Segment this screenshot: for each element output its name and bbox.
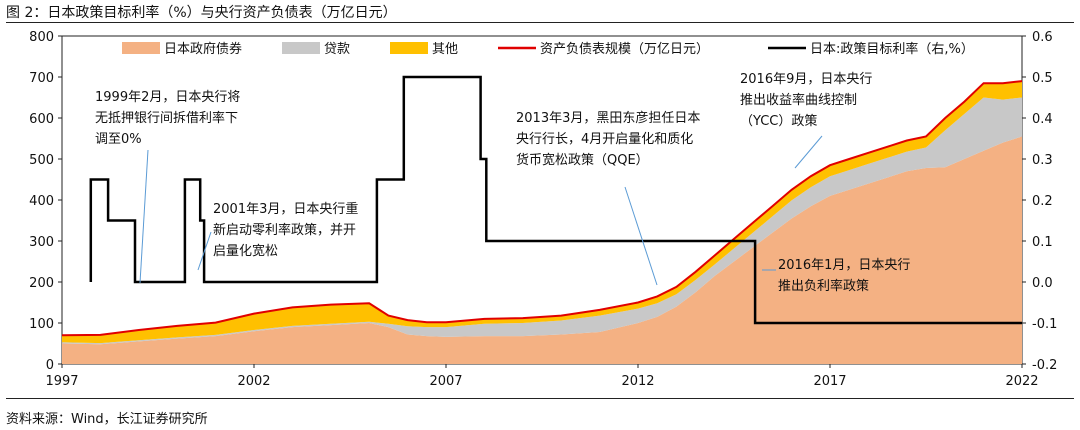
- annotation-4-line-1: 2016年9月，日本央行: [740, 72, 872, 87]
- chart-title: 图 2：日本政策目标利率（%）与央行资产负债表（万亿日元）: [6, 5, 397, 21]
- legend-loans-swatch: [282, 42, 320, 54]
- legend-gov-bonds-label: 日本政府债券: [164, 41, 242, 57]
- y-left-tick-label: 500: [29, 153, 54, 168]
- annotation-3-line-2: 央行行长，4月开启量化和质化: [516, 132, 693, 147]
- annotation-5-line-2: 推出负利率政策: [778, 278, 869, 294]
- area-gov-bonds: [62, 136, 1022, 364]
- y-left-tick-label: 100: [29, 317, 54, 332]
- source-note: 资料来源：Wind，长江证券研究所: [6, 412, 208, 427]
- annotation-2-line-2: 新启动零利率政策，并开: [213, 222, 356, 238]
- x-tick-label: 2007: [429, 374, 462, 389]
- annotation-3-line-1: 2013年3月，黑田东彦担任日本: [516, 110, 700, 126]
- y-right-tick-label: 0.6: [1032, 30, 1053, 45]
- top-rule: [6, 22, 1074, 23]
- y-left-tick-label: 200: [29, 276, 54, 291]
- annotation-1-line-3: 调至0%: [95, 132, 142, 147]
- legend-others-swatch: [390, 42, 428, 54]
- annotation-5-line-1: 2016年1月，日本央行: [778, 258, 910, 273]
- x-tick-label: 2022: [1005, 374, 1038, 389]
- annotation-1-line-1: 1999年2月，日本央行将: [95, 90, 240, 105]
- y-left-tick-label: 600: [29, 112, 54, 127]
- y-right-tick-label: -0.1: [1032, 317, 1057, 332]
- y-right-tick-label: 0.2: [1032, 194, 1053, 209]
- annotation-2-line-1: 2001年3月，日本央行重: [213, 201, 358, 217]
- annotation-3-line-3: 货币宽松政策（QQE）: [516, 152, 649, 168]
- annotation-4-leader: [794, 135, 823, 169]
- annotation-2-leader: [197, 231, 212, 271]
- legend-balance-sheet-label: 资产负债表规模（万亿日元）: [540, 42, 709, 57]
- x-tick-label: 2002: [237, 374, 270, 389]
- legend-others-label: 其他: [432, 42, 458, 57]
- y-left-tick-label: 800: [29, 30, 54, 45]
- y-left-tick-label: 400: [29, 194, 54, 209]
- annotation-1-leader: [139, 149, 149, 284]
- x-tick-label: 1997: [45, 374, 78, 389]
- x-tick-label: 2017: [813, 374, 846, 389]
- y-right-tick-label: 0.4: [1032, 112, 1053, 127]
- y-left-tick-label: 700: [29, 71, 54, 86]
- annotation-4-line-2: 推出收益率曲线控制: [740, 92, 857, 108]
- legend-loans-label: 贷款: [324, 42, 350, 57]
- y-right-tick-label: 0.3: [1032, 153, 1053, 168]
- line-balance-sheet-total: [61, 80, 1023, 337]
- y-right-tick-label: -0.2: [1032, 358, 1057, 373]
- annotation-4-line-3: （YCC）政策: [740, 113, 817, 129]
- y-right-tick-label: 0.5: [1032, 71, 1053, 86]
- y-right-tick-label: 0.1: [1032, 235, 1053, 250]
- legend-policy-rate-label: 日本:政策目标利率（右,%）: [810, 41, 974, 57]
- y-right-tick-label: 0.0: [1032, 276, 1053, 291]
- bottom-rule: [6, 398, 1074, 399]
- y-left-tick-label: 0: [46, 358, 54, 373]
- annotation-3-leader: [624, 186, 658, 286]
- annotation-1-line-2: 无抵押银行间拆借利率下: [95, 110, 238, 126]
- x-tick-label: 2012: [621, 374, 654, 389]
- annotation-2-line-3: 启量化宽松: [213, 243, 278, 259]
- legend-gov-bonds-swatch: [122, 42, 160, 54]
- y-left-tick-label: 300: [29, 235, 54, 250]
- chart-svg: 0 100 200 300 400 500 600 700 800 -0.2 -0.1 0.0 0.1 0…: [29, 30, 1057, 389]
